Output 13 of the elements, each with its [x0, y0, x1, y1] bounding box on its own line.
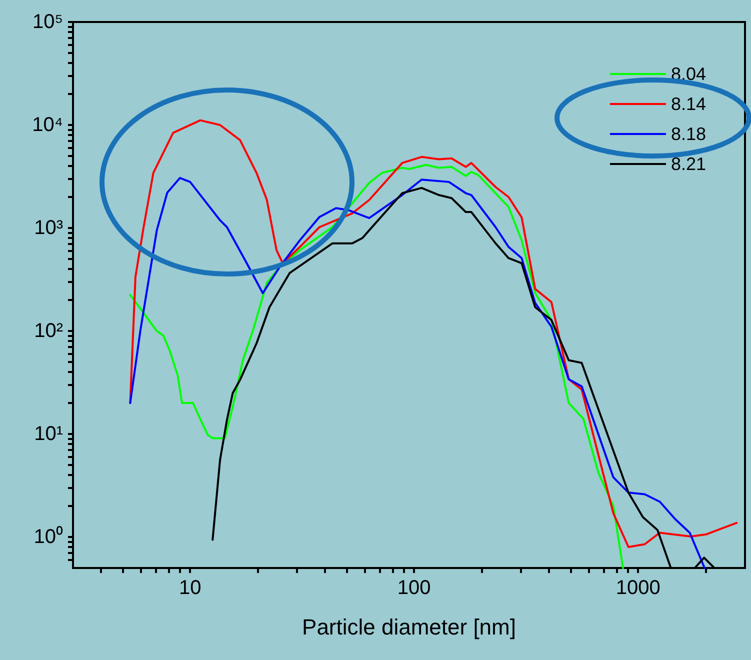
x-tick-label: 100: [397, 577, 431, 599]
y-tick-label: 10²: [34, 320, 64, 342]
y-tick-label: 10⁰: [34, 524, 63, 548]
legend-label: 8.18: [670, 124, 706, 144]
y-tick-label: 10⁴: [32, 114, 63, 136]
y-tick-label: 10⁵: [32, 11, 63, 33]
y-tick-label: 10³: [34, 217, 64, 239]
x-tick-label: 10: [179, 577, 202, 599]
legend-label: 8.21: [670, 154, 706, 174]
legend-label: 8.14: [670, 94, 706, 114]
x-axis-title: Particle diameter [nm]: [302, 614, 516, 640]
x-tick-label: 1000: [616, 577, 660, 599]
y-tick-label: 10¹: [34, 422, 64, 445]
